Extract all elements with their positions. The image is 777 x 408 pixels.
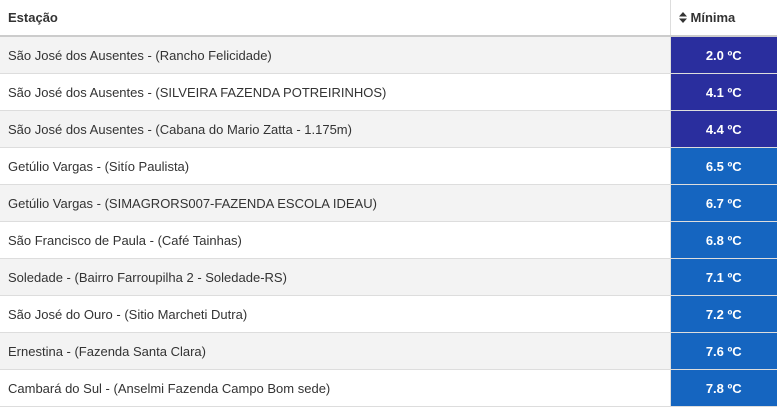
table-header: Estação Mínima xyxy=(0,0,777,37)
table-row: São José do Ouro - (Sitio Marcheti Dutra… xyxy=(0,295,777,333)
table-row: Ernestina - (Fazenda Santa Clara) 7.6 ºC xyxy=(0,332,777,370)
table-row: Cambará do Sul - (Anselmi Fazenda Campo … xyxy=(0,369,777,407)
station-header-text: Estação xyxy=(8,10,58,25)
table-row: São José dos Ausentes - (Rancho Felicida… xyxy=(0,36,777,74)
station-cell: Ernestina - (Fazenda Santa Clara) xyxy=(0,332,670,370)
min-cell: 7.8 ºC xyxy=(669,369,777,407)
min-cell: 6.7 ºC xyxy=(669,184,777,222)
station-cell: São José dos Ausentes - (Cabana do Mario… xyxy=(0,110,670,148)
station-cell: São Francisco de Paula - (Café Tainhas) xyxy=(0,221,670,259)
station-cell: Getúlio Vargas - (SIMAGRORS007-FAZENDA E… xyxy=(0,184,670,222)
station-header[interactable]: Estação xyxy=(0,0,670,37)
table-row: Getúlio Vargas - (SIMAGRORS007-FAZENDA E… xyxy=(0,184,777,222)
min-cell: 4.4 ºC xyxy=(669,110,777,148)
station-cell: São José dos Ausentes - (Rancho Felicida… xyxy=(0,36,670,74)
table-row: Soledade - (Bairro Farroupilha 2 - Soled… xyxy=(0,258,777,296)
min-cell: 7.2 ºC xyxy=(669,295,777,333)
min-cell: 7.1 ºC xyxy=(669,258,777,296)
station-cell: Getúlio Vargas - (Sitío Paulista) xyxy=(0,147,670,185)
station-cell: São José do Ouro - (Sitio Marcheti Dutra… xyxy=(0,295,670,333)
table-row: São José dos Ausentes - (SILVEIRA FAZEND… xyxy=(0,73,777,111)
table-row: Getúlio Vargas - (Sitío Paulista) 6.5 ºC xyxy=(0,147,777,185)
station-cell: Soledade - (Bairro Farroupilha 2 - Soled… xyxy=(0,258,670,296)
min-cell: 7.6 ºC xyxy=(669,332,777,370)
min-cell: 6.5 ºC xyxy=(669,147,777,185)
table-body: São José dos Ausentes - (Rancho Felicida… xyxy=(0,36,777,407)
sort-icon xyxy=(678,12,687,23)
min-cell: 6.8 ºC xyxy=(669,221,777,259)
station-cell: São José dos Ausentes - (SILVEIRA FAZEND… xyxy=(0,73,670,111)
min-header-text: Mínima xyxy=(690,10,736,25)
table-row: São Francisco de Paula - (Café Tainhas) 6… xyxy=(0,221,777,259)
min-cell: 2.0 ºC xyxy=(669,36,777,74)
header-row: Estação Mínima xyxy=(0,0,777,37)
min-cell: 4.1 ºC xyxy=(669,73,777,111)
min-header[interactable]: Mínima xyxy=(669,0,777,37)
table-row: São José dos Ausentes - (Cabana do Mario… xyxy=(0,110,777,148)
station-cell: Cambará do Sul - (Anselmi Fazenda Campo … xyxy=(0,369,670,407)
